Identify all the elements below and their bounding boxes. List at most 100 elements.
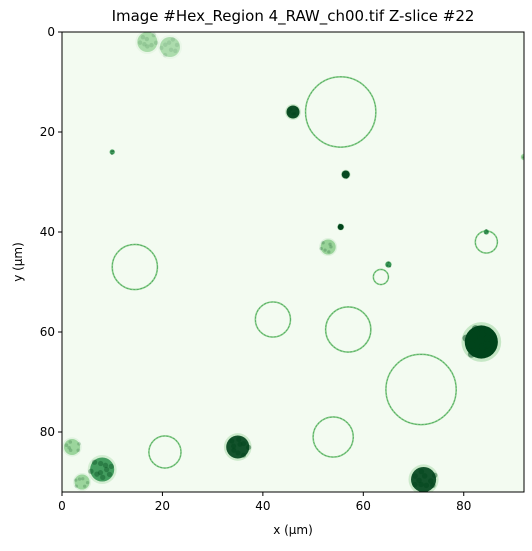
- cluster-speckle: [293, 112, 297, 116]
- cluster-speckle: [103, 466, 110, 473]
- cluster-speckle: [163, 42, 168, 47]
- cluster-speckle: [484, 326, 492, 335]
- cluster-speckle: [339, 227, 342, 230]
- cell-cluster: [411, 466, 437, 492]
- image-background: [62, 32, 524, 492]
- cluster-speckle: [241, 441, 247, 447]
- cluster-speckle: [149, 42, 154, 48]
- cluster-speckle: [484, 348, 492, 356]
- cluster-speckle: [100, 474, 106, 481]
- cluster-speckle: [389, 265, 392, 268]
- cluster-speckle: [343, 172, 346, 175]
- cluster-speckle: [412, 481, 418, 488]
- cluster-speckle: [74, 484, 78, 488]
- cluster-speckle: [323, 248, 327, 252]
- cell-ring-detail: [385, 353, 457, 426]
- cluster-speckle: [145, 44, 150, 49]
- cluster-speckle: [236, 436, 242, 443]
- x-tick-label: 20: [155, 499, 170, 513]
- cluster-speckle: [327, 250, 331, 254]
- cluster-speckle: [484, 334, 492, 343]
- cluster-speckle: [68, 448, 73, 453]
- cluster-speckle: [106, 471, 113, 477]
- cell-ring-detail: [325, 306, 372, 353]
- cluster-speckle: [68, 440, 73, 444]
- y-tick-label: 80: [40, 425, 55, 439]
- cluster-speckle: [94, 471, 100, 477]
- cluster-speckle: [338, 223, 341, 226]
- x-axis-ticks: 0 20 40 60 80: [58, 492, 471, 513]
- cell-cluster: [385, 261, 392, 268]
- cluster-speckle: [151, 32, 156, 38]
- cell-cluster: [90, 457, 115, 482]
- cluster-speckle: [159, 45, 164, 51]
- cluster-speckle: [91, 459, 98, 465]
- y-axis-label: y (μm): [11, 242, 25, 282]
- y-axis-ticks: 0 20 40 60 80: [40, 25, 62, 439]
- cluster-speckle: [387, 261, 390, 264]
- cluster-speckle: [489, 336, 497, 344]
- x-tick-label: 0: [58, 499, 66, 513]
- cluster-speckle: [237, 441, 243, 447]
- cell-ring-detail: [111, 244, 158, 290]
- cluster-speckle: [319, 246, 323, 251]
- cell-cluster: [137, 32, 158, 53]
- cluster-speckle: [82, 484, 87, 488]
- cluster-speckle: [470, 333, 478, 341]
- cluster-speckle: [484, 232, 487, 235]
- cluster-speckle: [295, 107, 299, 110]
- cluster-speckle: [77, 442, 81, 446]
- cluster-speckle: [140, 34, 146, 40]
- cluster-speckle: [521, 156, 524, 159]
- cluster-speckle: [485, 228, 488, 231]
- cluster-speckle: [246, 444, 252, 451]
- cluster-speckle: [412, 473, 418, 479]
- cluster-speckle: [467, 350, 476, 358]
- cell-ring-detail: [254, 301, 291, 338]
- cluster-speckle: [88, 468, 94, 474]
- cluster-speckle: [108, 463, 114, 470]
- cluster-speckle: [170, 37, 176, 42]
- y-tick-label: 0: [47, 25, 55, 39]
- cluster-speckle: [64, 443, 69, 447]
- cluster-speckle: [431, 472, 438, 479]
- cluster-speckle: [468, 341, 476, 349]
- x-tick-label: 60: [356, 499, 371, 513]
- cell-ring-detail: [312, 416, 354, 458]
- cell-cluster: [109, 149, 115, 155]
- plot-frame: [61, 31, 525, 493]
- cell-cluster: [226, 435, 250, 459]
- cluster-speckle: [142, 42, 147, 47]
- cluster-speckle: [174, 42, 180, 48]
- cell-cluster: [483, 229, 489, 235]
- cluster-speckle: [97, 470, 104, 476]
- cluster-speckle: [166, 40, 172, 45]
- cluster-speckle: [418, 468, 425, 475]
- cluster-speckle: [137, 40, 143, 45]
- cluster-speckle: [427, 478, 434, 484]
- cluster-speckle: [112, 150, 115, 153]
- cluster-speckle: [418, 481, 424, 488]
- cluster-speckle: [235, 450, 241, 456]
- cluster-speckle: [240, 452, 247, 458]
- cell-ring-detail: [474, 230, 498, 254]
- cluster-speckle: [421, 473, 428, 479]
- cluster-speckle: [386, 264, 389, 267]
- cluster-speckle: [416, 477, 422, 484]
- cell-cluster: [64, 438, 81, 456]
- cluster-speckle: [110, 152, 113, 155]
- cell-ring-detail: [148, 435, 182, 469]
- cluster-speckle: [474, 348, 482, 356]
- cluster-speckle: [74, 478, 78, 482]
- cluster-speckle: [287, 110, 291, 114]
- cluster-speckle: [231, 443, 237, 449]
- cell-cluster: [74, 474, 90, 490]
- cluster-speckle: [340, 226, 343, 229]
- microscopy-image: [62, 32, 524, 492]
- cluster-speckle: [471, 325, 480, 333]
- cluster-speckle: [231, 447, 237, 453]
- cell-cluster: [520, 153, 524, 161]
- cluster-speckle: [478, 343, 487, 351]
- cell-cluster: [320, 239, 336, 255]
